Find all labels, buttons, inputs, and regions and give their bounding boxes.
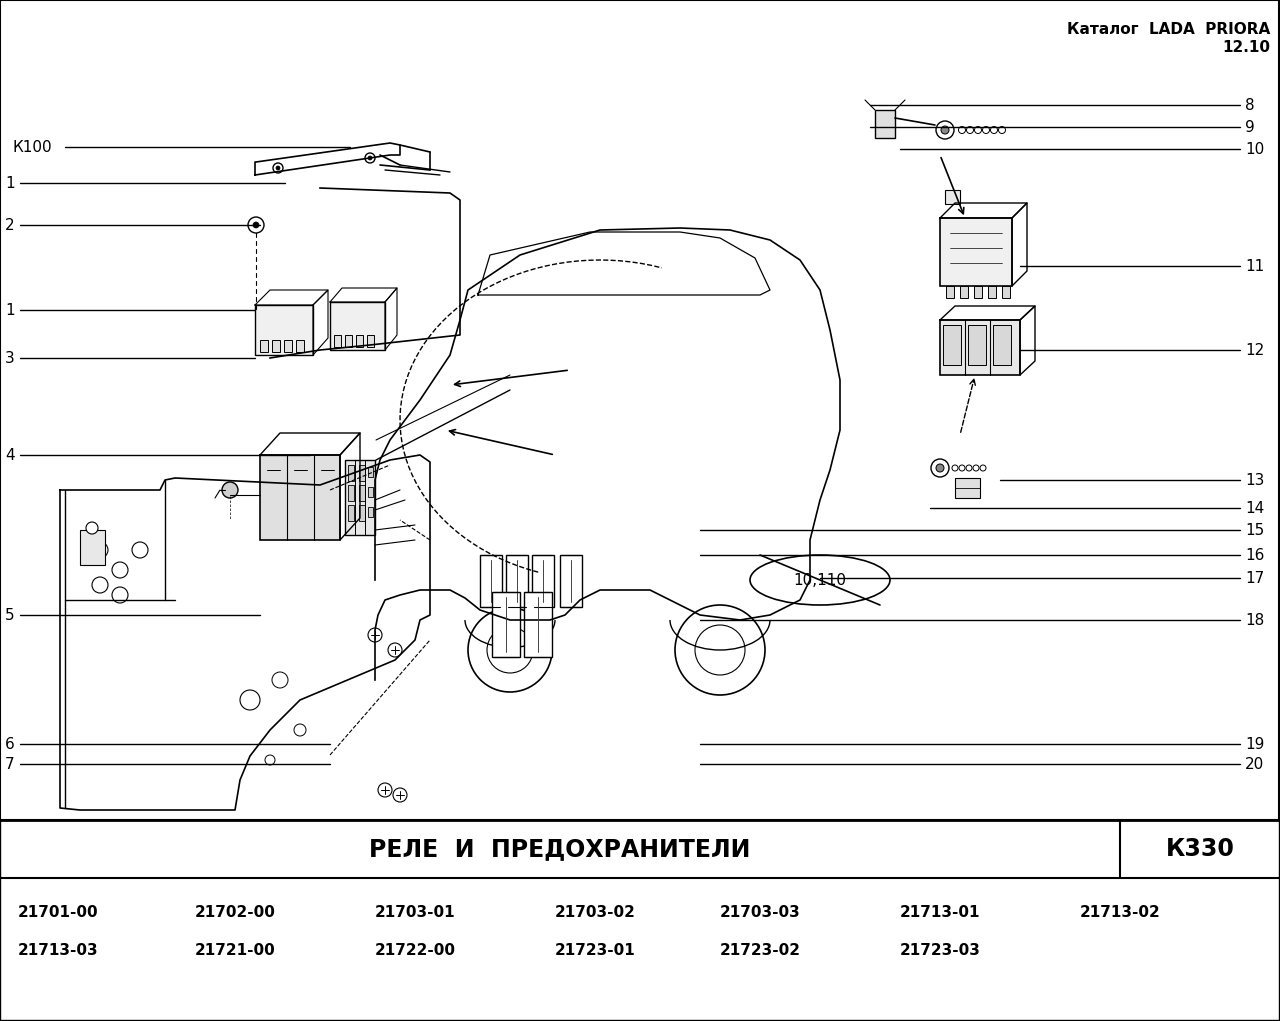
Bar <box>561 555 582 607</box>
Bar <box>273 340 280 352</box>
Circle shape <box>276 166 280 171</box>
Circle shape <box>253 222 259 228</box>
Bar <box>334 335 340 347</box>
Bar <box>532 555 554 607</box>
Text: 21722-00: 21722-00 <box>375 942 456 958</box>
Circle shape <box>393 788 407 803</box>
Text: К100: К100 <box>12 140 51 154</box>
Bar <box>946 286 954 298</box>
Bar <box>955 478 980 498</box>
Text: 17: 17 <box>1245 571 1265 585</box>
Text: 21702-00: 21702-00 <box>195 905 276 920</box>
Circle shape <box>936 464 945 472</box>
Bar <box>940 320 1020 375</box>
Bar <box>974 286 982 298</box>
Bar <box>284 340 292 352</box>
Bar <box>369 507 372 517</box>
Bar <box>79 530 105 565</box>
Bar <box>348 485 355 501</box>
Bar <box>506 555 529 607</box>
Circle shape <box>369 156 372 160</box>
Bar <box>346 460 375 535</box>
Text: 21701-00: 21701-00 <box>18 905 99 920</box>
Text: 14: 14 <box>1245 500 1265 516</box>
Text: 12.10: 12.10 <box>1222 40 1270 55</box>
Text: 3: 3 <box>5 350 15 366</box>
Bar <box>369 487 372 497</box>
Circle shape <box>936 121 954 139</box>
Text: РЕЛЕ  И  ПРЕДОХРАНИТЕЛИ: РЕЛЕ И ПРЕДОХРАНИТЕЛИ <box>370 837 750 861</box>
Bar <box>296 340 305 352</box>
Text: 21703-01: 21703-01 <box>375 905 456 920</box>
Bar <box>358 505 365 521</box>
Bar <box>255 305 314 355</box>
Text: 13: 13 <box>1245 473 1265 487</box>
Text: 1: 1 <box>5 302 14 318</box>
Text: 16: 16 <box>1245 547 1265 563</box>
Bar <box>0 0 1279 820</box>
Bar <box>348 465 355 481</box>
Circle shape <box>248 217 264 233</box>
Text: 10,110: 10,110 <box>794 573 846 587</box>
Text: 21713-02: 21713-02 <box>1080 905 1161 920</box>
Text: 1: 1 <box>5 176 14 191</box>
Bar <box>524 592 552 657</box>
Text: 20: 20 <box>1245 757 1265 772</box>
Circle shape <box>388 643 402 657</box>
Text: 21703-02: 21703-02 <box>556 905 636 920</box>
Text: 4: 4 <box>5 447 14 463</box>
Text: 10: 10 <box>1245 142 1265 156</box>
Text: 6: 6 <box>5 736 15 751</box>
Bar <box>993 325 1011 364</box>
Text: 21713-03: 21713-03 <box>18 942 99 958</box>
Text: 7: 7 <box>5 757 14 772</box>
Bar <box>480 555 502 607</box>
Text: 21723-02: 21723-02 <box>719 942 801 958</box>
Text: 9: 9 <box>1245 119 1254 135</box>
Bar <box>356 335 364 347</box>
Circle shape <box>365 153 375 163</box>
Bar <box>330 302 385 350</box>
Circle shape <box>221 482 238 498</box>
Bar <box>260 340 268 352</box>
Bar <box>940 218 1012 286</box>
Bar <box>358 485 365 501</box>
Bar <box>369 467 372 477</box>
Text: 5: 5 <box>5 607 14 623</box>
Bar <box>348 505 355 521</box>
Text: 19: 19 <box>1245 736 1265 751</box>
Bar <box>945 190 960 204</box>
Bar <box>960 286 968 298</box>
Text: 15: 15 <box>1245 523 1265 537</box>
Circle shape <box>369 628 381 642</box>
Bar <box>943 325 961 364</box>
Text: 2: 2 <box>5 217 14 233</box>
Circle shape <box>273 163 283 173</box>
Text: 21721-00: 21721-00 <box>195 942 275 958</box>
Bar <box>492 592 520 657</box>
Text: Каталог  LADA  PRIORA: Каталог LADA PRIORA <box>1066 22 1270 37</box>
Circle shape <box>931 459 948 477</box>
Bar <box>358 465 365 481</box>
Text: 8: 8 <box>1245 97 1254 112</box>
Text: 21713-01: 21713-01 <box>900 905 980 920</box>
Text: 11: 11 <box>1245 258 1265 274</box>
Bar <box>260 455 340 540</box>
Bar <box>988 286 996 298</box>
Circle shape <box>86 522 99 534</box>
Text: 21703-03: 21703-03 <box>719 905 801 920</box>
Bar <box>1002 286 1010 298</box>
Bar <box>876 110 895 138</box>
Circle shape <box>378 783 392 797</box>
Bar <box>367 335 374 347</box>
Text: 21723-03: 21723-03 <box>900 942 980 958</box>
Text: К330: К330 <box>1166 837 1234 861</box>
Text: 12: 12 <box>1245 342 1265 357</box>
Text: 18: 18 <box>1245 613 1265 628</box>
Bar <box>968 325 986 364</box>
Text: 21723-01: 21723-01 <box>556 942 636 958</box>
Circle shape <box>941 126 948 134</box>
Bar <box>346 335 352 347</box>
